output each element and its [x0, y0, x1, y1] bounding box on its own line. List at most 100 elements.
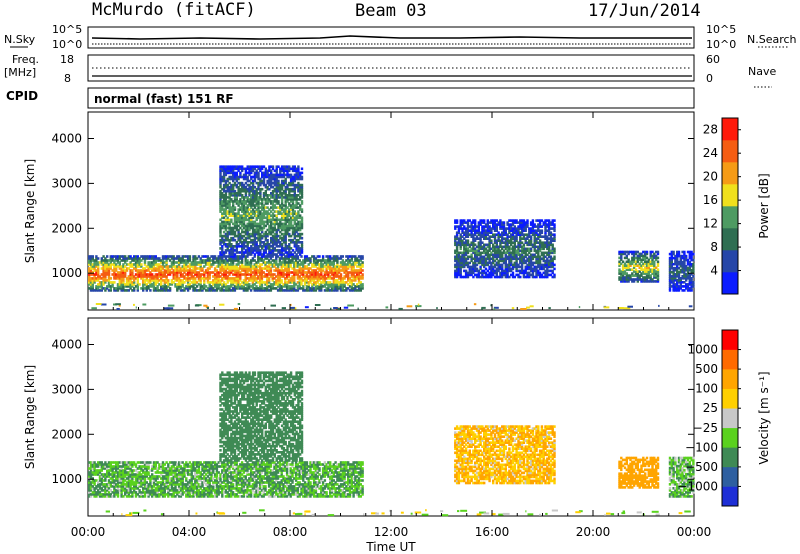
echo-cell — [298, 275, 301, 278]
echo-cell — [253, 167, 257, 171]
echo-cell — [224, 275, 228, 278]
echo-cell — [513, 231, 516, 234]
echo-cell — [501, 269, 504, 273]
echo-cell — [221, 222, 224, 226]
echo-cell — [104, 273, 107, 276]
echo-cell — [267, 281, 271, 284]
echo-cell — [241, 222, 244, 226]
echo-cell — [515, 239, 518, 242]
echo-cell — [341, 261, 344, 264]
echo-cell — [336, 271, 339, 274]
echo-cell — [284, 255, 287, 258]
echo-cell — [537, 237, 540, 240]
echo-cell — [257, 173, 260, 177]
echo-cell — [517, 265, 520, 269]
echo-cell — [239, 275, 242, 278]
echo-cell — [526, 253, 529, 257]
echo-cell — [623, 256, 627, 260]
echo-cell — [484, 251, 488, 255]
echo-cell — [226, 200, 229, 203]
echo-cell — [520, 241, 524, 244]
echo-cell — [647, 266, 650, 269]
echo-cell — [356, 265, 359, 268]
echo-cell — [158, 269, 161, 272]
echo-cell — [542, 247, 545, 251]
echo-cell — [352, 275, 355, 278]
echo-cell — [309, 261, 312, 264]
echo-cell — [248, 226, 251, 230]
nsky-trace — [91, 35, 692, 40]
echo-cell — [246, 289, 249, 292]
echo-cell — [529, 243, 533, 247]
echo-cell — [642, 250, 645, 254]
echo-cell — [546, 257, 549, 261]
echo-cell — [314, 283, 318, 286]
echo-cell — [262, 212, 266, 215]
echo-cell — [257, 234, 260, 238]
echo-cell — [464, 269, 468, 273]
echo-cell — [284, 212, 287, 215]
echo-cell — [343, 263, 346, 266]
echo-cell — [266, 210, 269, 213]
echo-cell — [475, 251, 479, 255]
echo-cell — [228, 196, 231, 199]
echo-cell — [504, 261, 507, 265]
echo-cell — [468, 225, 471, 228]
echo-cell — [248, 220, 251, 224]
echo-cell — [542, 265, 545, 269]
echo-cell — [97, 271, 100, 274]
echo-cell — [104, 265, 107, 268]
echo-cell — [242, 281, 246, 284]
echo-cell — [459, 267, 462, 271]
echo-cell — [472, 271, 475, 275]
echo-cell — [219, 253, 222, 256]
echo-cell — [226, 210, 229, 213]
echo-cell — [524, 225, 527, 228]
echo-cell — [275, 228, 278, 232]
echo-cell — [277, 187, 280, 191]
echo-cell — [506, 243, 509, 247]
echo-cell — [188, 273, 192, 276]
echo-cell — [352, 287, 355, 290]
echo-cell — [519, 237, 522, 240]
echo-cell — [488, 253, 491, 257]
echo-cell — [327, 255, 330, 258]
echo-cell — [251, 247, 255, 250]
echo-cell — [540, 219, 544, 222]
echo-cell — [91, 277, 94, 280]
echo-cell — [323, 265, 327, 268]
echo-cell — [307, 267, 310, 270]
echo-cell — [293, 271, 296, 274]
echo-cell — [253, 214, 257, 217]
echo-cell — [172, 281, 175, 284]
echo-cell — [160, 269, 163, 272]
echo-cell — [266, 269, 269, 272]
echo-cell — [549, 243, 553, 247]
echo-cell — [455, 219, 459, 222]
echo-cell — [168, 265, 172, 268]
echo-cell — [260, 285, 264, 288]
echo-cell — [314, 289, 318, 292]
echo-cell — [298, 265, 301, 268]
echo-cell — [93, 275, 96, 278]
echo-cell — [98, 285, 102, 288]
echo-cell — [154, 281, 157, 284]
echo-cell — [255, 249, 258, 252]
echo-cell — [176, 271, 179, 274]
echo-cell — [645, 256, 649, 260]
echo-cell — [172, 263, 175, 266]
echo-cell — [477, 227, 480, 230]
echo-cell — [250, 196, 253, 199]
echo-cell — [266, 181, 269, 185]
echo-cell — [642, 272, 645, 275]
echo-cell — [264, 234, 267, 238]
echo-cell — [334, 269, 337, 272]
echo-cell — [457, 263, 461, 267]
echo-cell — [517, 229, 520, 232]
echo-cell — [242, 206, 246, 209]
echo-cell — [297, 245, 300, 248]
echo-cell — [492, 243, 495, 247]
echo-cell — [259, 216, 262, 220]
echo-cell — [167, 283, 170, 286]
echo-cell — [217, 261, 220, 264]
